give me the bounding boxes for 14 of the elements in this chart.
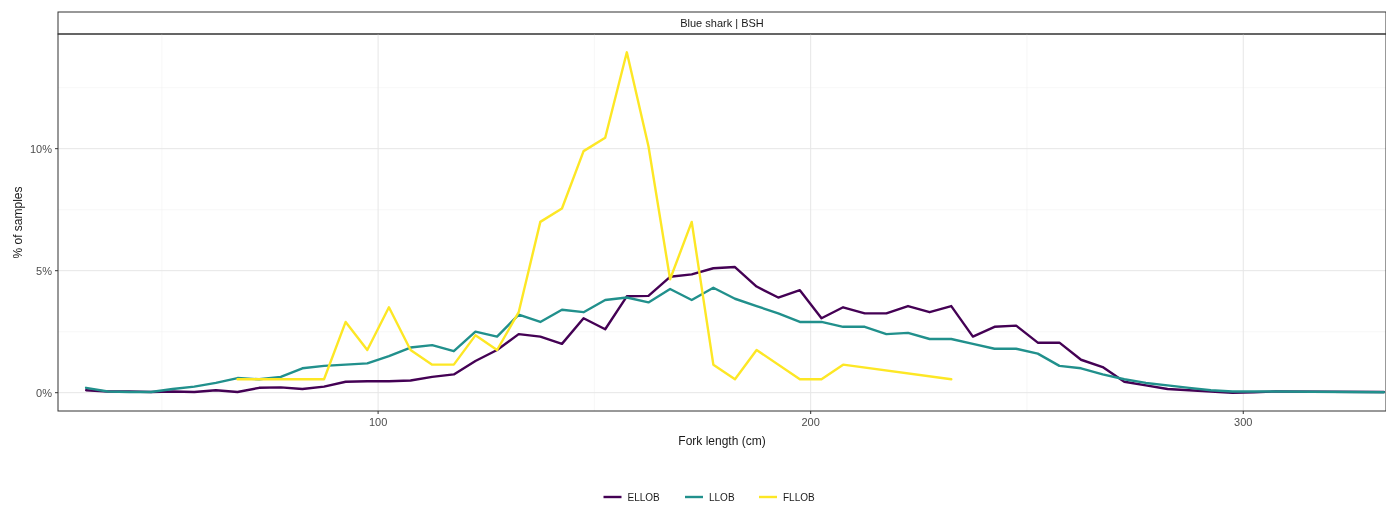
y-tick-label: 0% xyxy=(36,386,53,399)
x-tick-label: 300 xyxy=(1234,416,1253,428)
y-tick-label: 10% xyxy=(29,142,53,155)
legend-label: LLOB xyxy=(709,492,735,503)
y-axis-title: % of samples xyxy=(11,186,25,259)
x-axis-title: Fork length (cm) xyxy=(678,434,766,448)
legend-label: FLLOB xyxy=(783,492,816,503)
x-tick-label: 100 xyxy=(368,416,388,428)
x-tick-label: 200 xyxy=(801,416,820,428)
legend-label: ELLOB xyxy=(627,492,661,503)
line-series xyxy=(236,51,953,381)
y-tick-label: 5% xyxy=(36,264,53,277)
line-series xyxy=(84,286,1386,394)
chart-title: Blue shark | BSH xyxy=(680,17,764,29)
